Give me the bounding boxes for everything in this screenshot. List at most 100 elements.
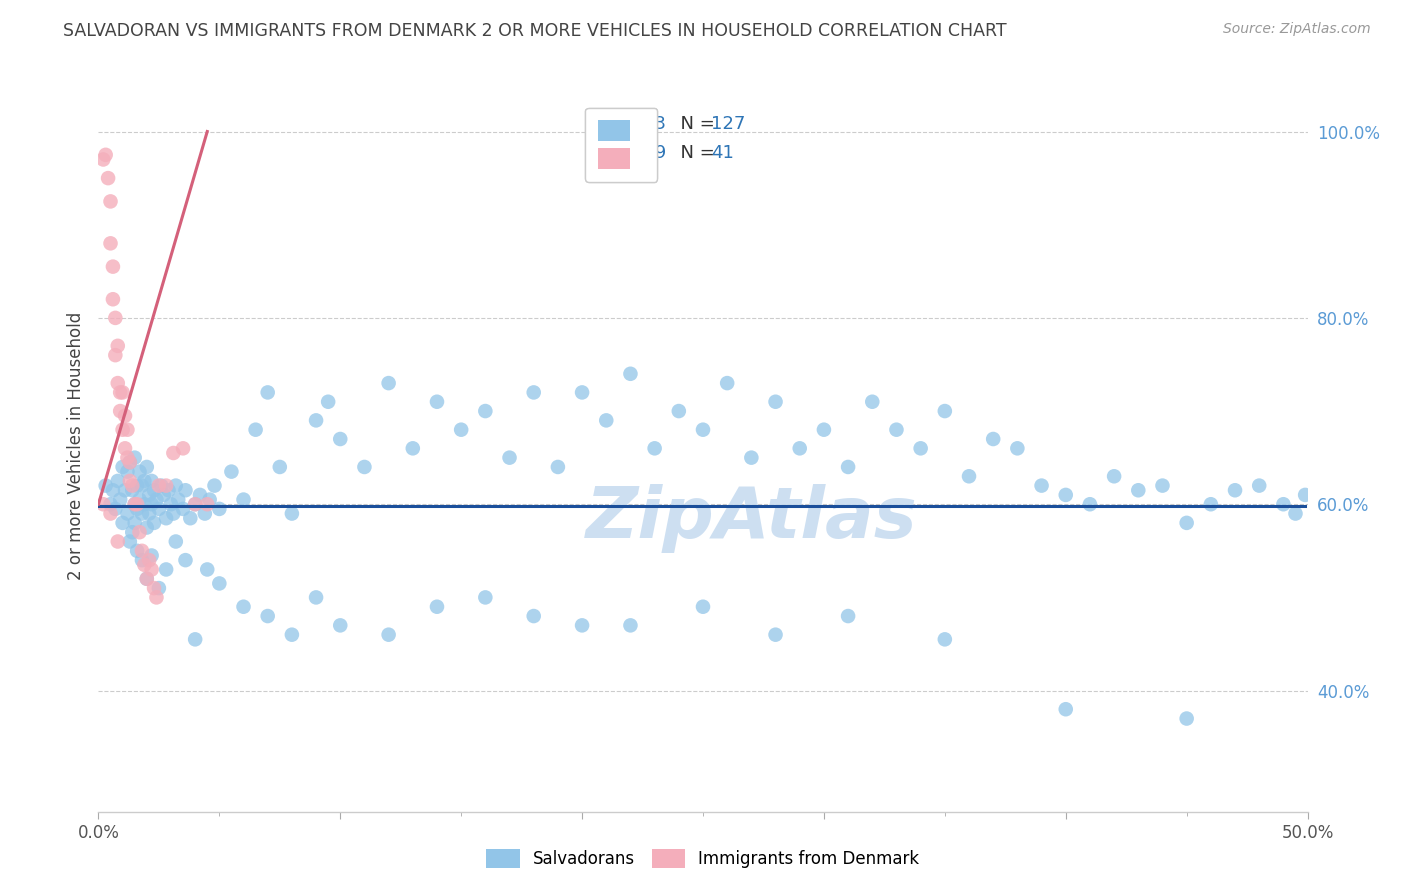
- Point: [571, 618, 593, 632]
- Point: [1078, 497, 1101, 511]
- Point: [837, 460, 859, 475]
- Point: [107, 376, 129, 390]
- Point: [194, 507, 217, 521]
- Point: [692, 599, 714, 614]
- Point: [208, 576, 231, 591]
- Point: [108, 404, 131, 418]
- Point: [498, 450, 520, 465]
- Point: [957, 469, 980, 483]
- Point: [184, 497, 207, 511]
- Point: [934, 404, 956, 418]
- Point: [134, 497, 156, 511]
- Point: [121, 525, 143, 540]
- Point: [1128, 483, 1150, 498]
- Text: N =: N =: [669, 115, 721, 133]
- Text: R =: R =: [586, 115, 624, 133]
- Point: [104, 348, 127, 362]
- Point: [167, 492, 190, 507]
- Point: [107, 534, 129, 549]
- Point: [134, 474, 156, 488]
- Point: [162, 446, 184, 460]
- Point: [547, 460, 569, 475]
- Point: [107, 339, 129, 353]
- Point: [111, 516, 134, 530]
- Point: [981, 432, 1004, 446]
- Point: [269, 460, 291, 475]
- Point: [118, 474, 141, 488]
- Point: [145, 591, 167, 605]
- Point: [837, 609, 859, 624]
- Point: [117, 423, 139, 437]
- Point: [114, 442, 136, 456]
- Point: [121, 483, 143, 498]
- Point: [245, 423, 267, 437]
- Legend: Salvadorans, Immigrants from Denmark: Salvadorans, Immigrants from Denmark: [479, 842, 927, 875]
- Point: [141, 474, 163, 488]
- Point: [281, 507, 304, 521]
- Point: [134, 558, 156, 572]
- Point: [118, 455, 141, 469]
- Point: [571, 385, 593, 400]
- Text: R =: R =: [586, 145, 624, 162]
- Point: [474, 591, 496, 605]
- Point: [94, 148, 117, 162]
- Point: [128, 525, 150, 540]
- Point: [221, 465, 243, 479]
- Point: [135, 572, 157, 586]
- Point: [148, 478, 170, 492]
- Point: [141, 497, 163, 511]
- Point: [402, 442, 425, 456]
- Point: [232, 492, 254, 507]
- Point: [1054, 702, 1077, 716]
- Point: [668, 404, 690, 418]
- Point: [111, 423, 134, 437]
- Point: [124, 516, 146, 530]
- Y-axis label: 2 or more Vehicles in Household: 2 or more Vehicles in Household: [66, 312, 84, 580]
- Point: [127, 544, 149, 558]
- Point: [740, 450, 762, 465]
- Point: [1284, 507, 1306, 521]
- Point: [100, 236, 122, 251]
- Point: [1223, 483, 1246, 498]
- Point: [353, 460, 375, 475]
- Point: [148, 581, 170, 595]
- Point: [114, 409, 136, 423]
- Point: [135, 520, 157, 534]
- Point: [208, 502, 231, 516]
- Point: [155, 511, 177, 525]
- Point: [765, 628, 787, 642]
- Point: [860, 394, 883, 409]
- Point: [124, 497, 146, 511]
- Point: [195, 497, 218, 511]
- Point: [1272, 497, 1295, 511]
- Point: [143, 483, 166, 498]
- Point: [174, 483, 197, 498]
- Point: [644, 442, 666, 456]
- Point: [148, 502, 170, 516]
- Point: [1249, 478, 1271, 492]
- Point: [256, 609, 278, 624]
- Point: [108, 492, 131, 507]
- Point: [1054, 488, 1077, 502]
- Point: [619, 367, 641, 381]
- Point: [91, 153, 114, 167]
- Point: [104, 310, 127, 325]
- Point: [111, 385, 134, 400]
- Point: [329, 432, 352, 446]
- Point: [886, 423, 908, 437]
- Point: [114, 483, 136, 498]
- Point: [143, 581, 166, 595]
- Point: [117, 465, 139, 479]
- Point: [450, 423, 472, 437]
- Point: [716, 376, 738, 390]
- Point: [101, 260, 124, 274]
- Point: [127, 502, 149, 516]
- Point: [118, 455, 141, 469]
- Point: [595, 413, 617, 427]
- Point: [377, 628, 399, 642]
- Point: [152, 488, 174, 502]
- Point: [141, 562, 163, 576]
- Text: 0.409: 0.409: [616, 145, 668, 162]
- Legend: , : ,: [585, 108, 657, 182]
- Point: [124, 450, 146, 465]
